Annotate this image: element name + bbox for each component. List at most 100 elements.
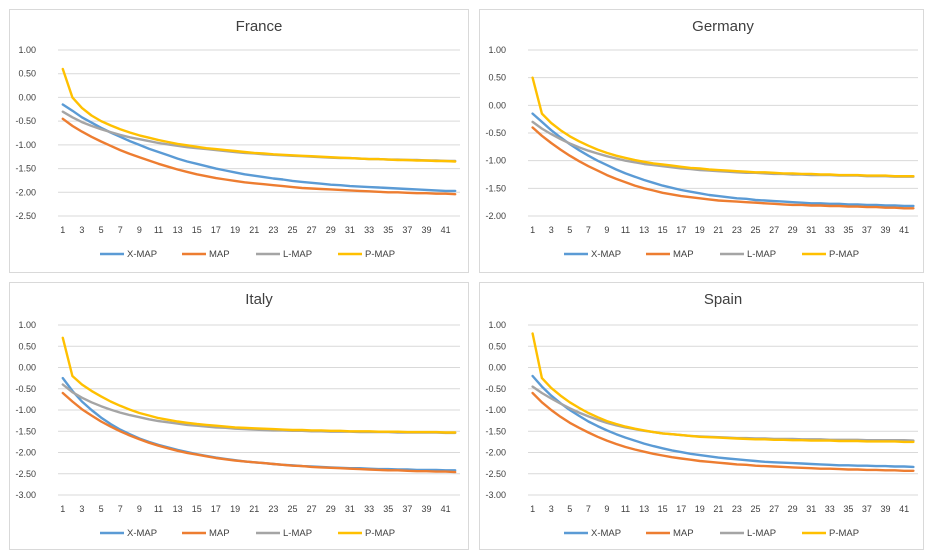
x-tick-label: 1	[60, 225, 65, 235]
series-line-map	[61, 391, 457, 474]
x-tick-label: 7	[586, 225, 591, 235]
chart-title: Germany	[692, 18, 754, 35]
legend-label-p-map: P-MAP	[365, 249, 395, 260]
x-tick-label: 15	[192, 225, 202, 235]
x-tick-label: 25	[287, 504, 297, 514]
series-line-x-map	[61, 103, 457, 193]
x-tick-label: 37	[402, 504, 412, 514]
chart-panel-spain: Spain 1.00 0.50 0.00 -0.50 -1.00 -1.50 -2.00 -2.…	[479, 282, 924, 550]
legend-label-p-map: P-MAP	[829, 249, 859, 260]
series-line-map	[531, 391, 915, 473]
x-tick-label: 3	[79, 504, 84, 514]
series-line-p-map	[61, 336, 457, 434]
x-tick-label: 9	[137, 225, 142, 235]
x-tick-label: 21	[249, 504, 259, 514]
x-tick-label: 1	[530, 504, 535, 514]
x-tick-label: 41	[899, 225, 909, 235]
x-tick-label: 41	[441, 225, 451, 235]
x-tick-label: 29	[788, 504, 798, 514]
x-tick-label: 23	[732, 225, 742, 235]
legend-label-x-map: X-MAP	[127, 528, 157, 539]
y-tick-label: 1.00	[488, 45, 506, 55]
x-tick-label: 25	[750, 225, 760, 235]
x-tick-label: 7	[118, 504, 123, 514]
x-tick-label: 11	[154, 504, 163, 514]
series-line-map	[61, 117, 457, 196]
x-tick-label: 39	[880, 225, 890, 235]
x-tick-label: 27	[307, 225, 317, 235]
x-tick-label: 35	[383, 225, 393, 235]
x-tick-label: 13	[639, 225, 649, 235]
x-tick-label: 31	[345, 504, 355, 514]
y-tick-label: -0.50	[15, 116, 36, 126]
x-tick-label: 33	[825, 504, 835, 514]
x-tick-label: 33	[364, 225, 374, 235]
x-tick-label: 27	[769, 225, 779, 235]
x-tick-label: 11	[621, 225, 630, 235]
y-tick-label: -1.50	[15, 426, 36, 436]
series-line-p-map	[531, 332, 915, 444]
y-tick-label: 1.00	[18, 45, 36, 55]
x-tick-label: 29	[326, 504, 336, 514]
x-tick-label: 11	[154, 225, 163, 235]
x-tick-label: 35	[383, 504, 393, 514]
y-tick-label: 0.50	[18, 69, 36, 79]
x-tick-label: 37	[862, 225, 872, 235]
x-tick-label: 1	[60, 504, 65, 514]
y-tick-label: 1.00	[18, 320, 36, 330]
x-tick-label: 11	[621, 504, 630, 514]
chart-panel-italy: Italy 1.00 0.50 0.00 -0.50 -1.00 -1.50 -2.00 -2.…	[9, 282, 469, 550]
chart-title: Spain	[704, 291, 742, 308]
x-tick-label: 15	[658, 504, 668, 514]
x-tick-label: 37	[402, 225, 412, 235]
y-tick-label: -2.00	[15, 187, 36, 197]
x-tick-label: 33	[825, 225, 835, 235]
legend-label-l-map: L-MAP	[747, 528, 776, 539]
x-tick-label: 3	[549, 225, 554, 235]
x-tick-label: 29	[326, 225, 336, 235]
y-tick-label: 0.00	[488, 363, 506, 373]
y-tick-label: -1.00	[15, 140, 36, 150]
legend-label-l-map: L-MAP	[283, 528, 312, 539]
legend-label-l-map: L-MAP	[747, 249, 776, 260]
x-tick-label: 41	[899, 504, 909, 514]
chart-germany: Germany 1.00 0.50 0.00 -0.50 -1.00 -1.50 -2.00 1…	[485, 18, 918, 260]
chart-panel-france: France 1.00 0.50 0.00 -0.50 -1.00 -1.50 -2.00 -2…	[9, 9, 469, 273]
y-tick-label: -1.00	[15, 405, 36, 415]
x-tick-label: 3	[549, 504, 554, 514]
legend-label-map: MAP	[209, 528, 230, 539]
x-tick-label: 23	[268, 504, 278, 514]
x-tick-label: 19	[695, 504, 705, 514]
y-tick-label: -3.00	[15, 490, 36, 500]
x-tick-label: 39	[421, 225, 431, 235]
y-tick-label: -0.50	[485, 384, 506, 394]
x-tick-label: 7	[118, 225, 123, 235]
legend-label-p-map: P-MAP	[829, 528, 859, 539]
legend-label-l-map: L-MAP	[283, 249, 312, 260]
y-tick-label: 0.00	[18, 363, 36, 373]
y-tick-label: -2.50	[15, 211, 36, 221]
chart-italy: Italy 1.00 0.50 0.00 -0.50 -1.00 -1.50 -2.00 -2.…	[15, 291, 460, 539]
y-tick-label: -0.50	[485, 128, 506, 138]
x-tick-label: 19	[230, 225, 240, 235]
x-tick-label: 31	[345, 225, 355, 235]
series-line-x-map	[61, 376, 457, 472]
y-tick-label: -2.50	[15, 469, 36, 479]
x-tick-label: 17	[211, 225, 221, 235]
x-tick-label: 35	[843, 225, 853, 235]
chart-spain: Spain 1.00 0.50 0.00 -0.50 -1.00 -1.50 -2.00 -2.…	[485, 291, 918, 539]
x-tick-label: 5	[99, 225, 104, 235]
legend-label-p-map: P-MAP	[365, 528, 395, 539]
series-line-p-map	[531, 76, 915, 178]
y-tick-label: -2.50	[485, 469, 506, 479]
y-tick-label: -0.50	[15, 384, 36, 394]
x-tick-label: 13	[173, 225, 183, 235]
y-tick-label: -1.50	[15, 164, 36, 174]
y-tick-label: -2.00	[485, 448, 506, 458]
x-tick-label: 37	[862, 504, 872, 514]
x-tick-label: 1	[530, 225, 535, 235]
x-tick-label: 17	[676, 504, 686, 514]
y-tick-label: -1.50	[485, 183, 506, 193]
series-line-l-map	[61, 383, 457, 435]
x-tick-label: 5	[99, 504, 104, 514]
